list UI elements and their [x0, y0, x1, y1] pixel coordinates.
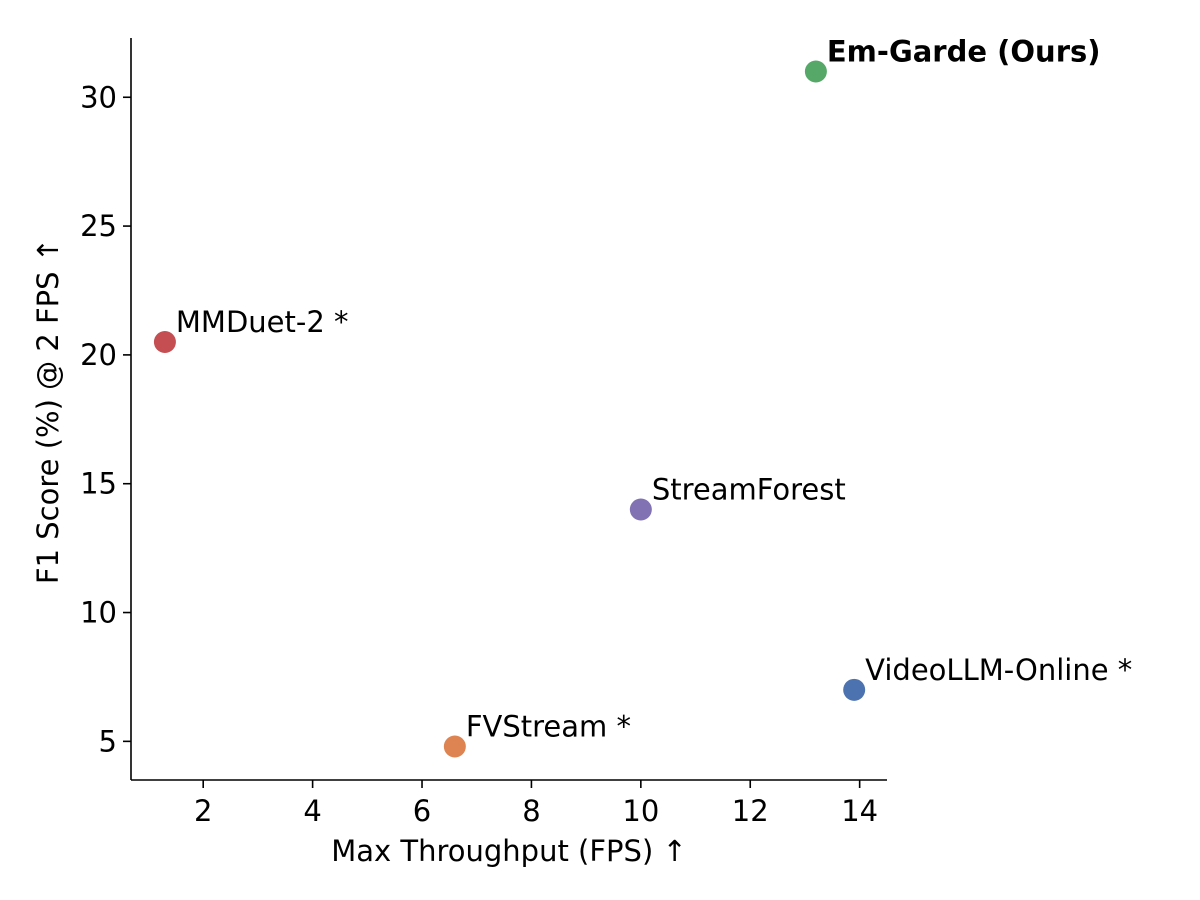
- x-tick-label: 2: [194, 794, 212, 828]
- axes-spines: [130, 38, 887, 781]
- data-point: FVStream *: [443, 710, 631, 758]
- y-tick-label: 15: [80, 467, 117, 501]
- point-marker: [629, 498, 652, 521]
- x-tick-label: 10: [622, 794, 659, 828]
- y-ticks: 5 10 15 20 25 30: [80, 80, 131, 758]
- y-tick-label: 30: [80, 80, 117, 114]
- x-tick-label: 8: [522, 794, 540, 828]
- point-label: StreamForest: [652, 472, 846, 506]
- data-points: Em-Garde (Ours) MMDuet-2 * StreamForest Vid…: [153, 34, 1132, 758]
- point-marker: [443, 735, 466, 758]
- y-tick-label: 5: [99, 724, 117, 758]
- point-marker: [843, 678, 866, 701]
- point-marker: [804, 60, 827, 83]
- point-label: FVStream *: [466, 710, 631, 744]
- data-point: Em-Garde (Ours): [804, 34, 1101, 83]
- x-tick-label: 12: [732, 794, 769, 828]
- y-tick-label: 20: [80, 338, 117, 372]
- data-point: StreamForest: [629, 472, 846, 521]
- point-label: MMDuet-2 *: [176, 305, 349, 339]
- point-marker: [153, 331, 176, 354]
- x-axis-label: Max Throughput (FPS) ↑: [331, 834, 687, 868]
- y-tick-label: 25: [80, 209, 117, 243]
- data-point: VideoLLM-Online *: [843, 653, 1132, 701]
- y-axis-label: F1 Score (%) @ 2 FPS ↑: [31, 238, 65, 584]
- x-tick-label: 14: [841, 794, 878, 828]
- data-point: MMDuet-2 *: [153, 305, 349, 354]
- x-tick-label: 4: [303, 794, 321, 828]
- point-label: VideoLLM-Online *: [865, 653, 1132, 687]
- y-tick-label: 10: [80, 596, 117, 630]
- x-tick-label: 6: [413, 794, 431, 828]
- point-label: Em-Garde (Ours): [827, 34, 1101, 68]
- x-ticks: 2 4 6 8 10 12 14: [194, 780, 878, 828]
